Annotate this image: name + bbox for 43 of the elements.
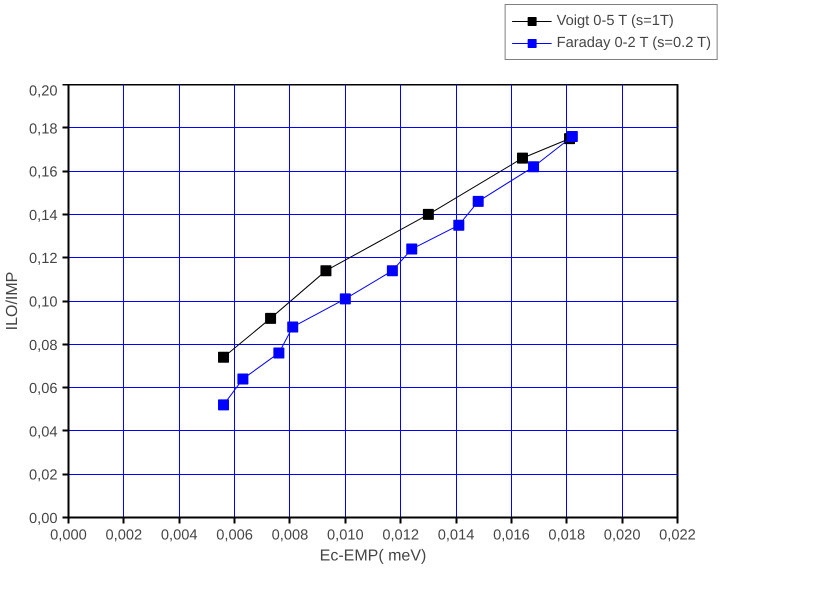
x-tick-label: 0,014 <box>438 528 474 544</box>
x-tick-label: 0,004 <box>160 528 198 544</box>
point <box>273 347 284 358</box>
x-axis-title: Ec-EMP( meV) <box>320 548 426 564</box>
point <box>265 312 276 324</box>
point <box>528 161 540 172</box>
x-tick-label: 0,012 <box>382 528 420 544</box>
y-axis-title: ILO/IMP <box>4 272 21 330</box>
point <box>453 220 464 231</box>
point <box>287 321 298 332</box>
y-tick-label: 0,12 <box>28 251 58 268</box>
point <box>237 373 248 384</box>
y-tick-label: 0,10 <box>28 294 58 310</box>
x-tick-label: 0,002 <box>106 528 142 544</box>
y-tick-label: 0,04 <box>28 424 58 440</box>
y-tick-label: 0,20 <box>28 84 58 100</box>
x-tick-label: 0,016 <box>493 528 530 544</box>
point <box>218 352 230 363</box>
x-tick-label: 0,000 <box>50 528 87 544</box>
y-tick-label: 0,00 <box>28 511 58 527</box>
y-tick-label: 0,18 <box>28 121 58 138</box>
y-tick-label: 0,08 <box>28 338 58 354</box>
legend-label: Voigt 0-5 T (s=1T) <box>556 13 674 29</box>
y-tick-label: 0,16 <box>28 164 58 181</box>
x-tick-label: 0,022 <box>659 528 696 544</box>
y-tick-label: 0,06 <box>28 381 58 398</box>
y-tick-label: 0,02 <box>28 468 58 484</box>
point <box>406 244 418 255</box>
x-tick-label: 0,018 <box>548 528 586 544</box>
point <box>340 293 351 304</box>
legend-label: Faraday 0-2 T (s=0.2 T) <box>556 35 711 51</box>
point <box>566 130 578 142</box>
x-tick-label: 0,008 <box>272 528 308 544</box>
x-tick-label: 0,020 <box>604 528 640 544</box>
point <box>386 265 398 276</box>
point <box>422 208 434 220</box>
x-tick-label: 0,010 <box>326 528 364 544</box>
point <box>218 399 230 410</box>
point <box>320 265 332 276</box>
point <box>472 196 484 207</box>
y-tick-label: 0,14 <box>28 208 58 224</box>
x-tick-label: 0,006 <box>216 528 253 544</box>
point <box>516 152 528 164</box>
